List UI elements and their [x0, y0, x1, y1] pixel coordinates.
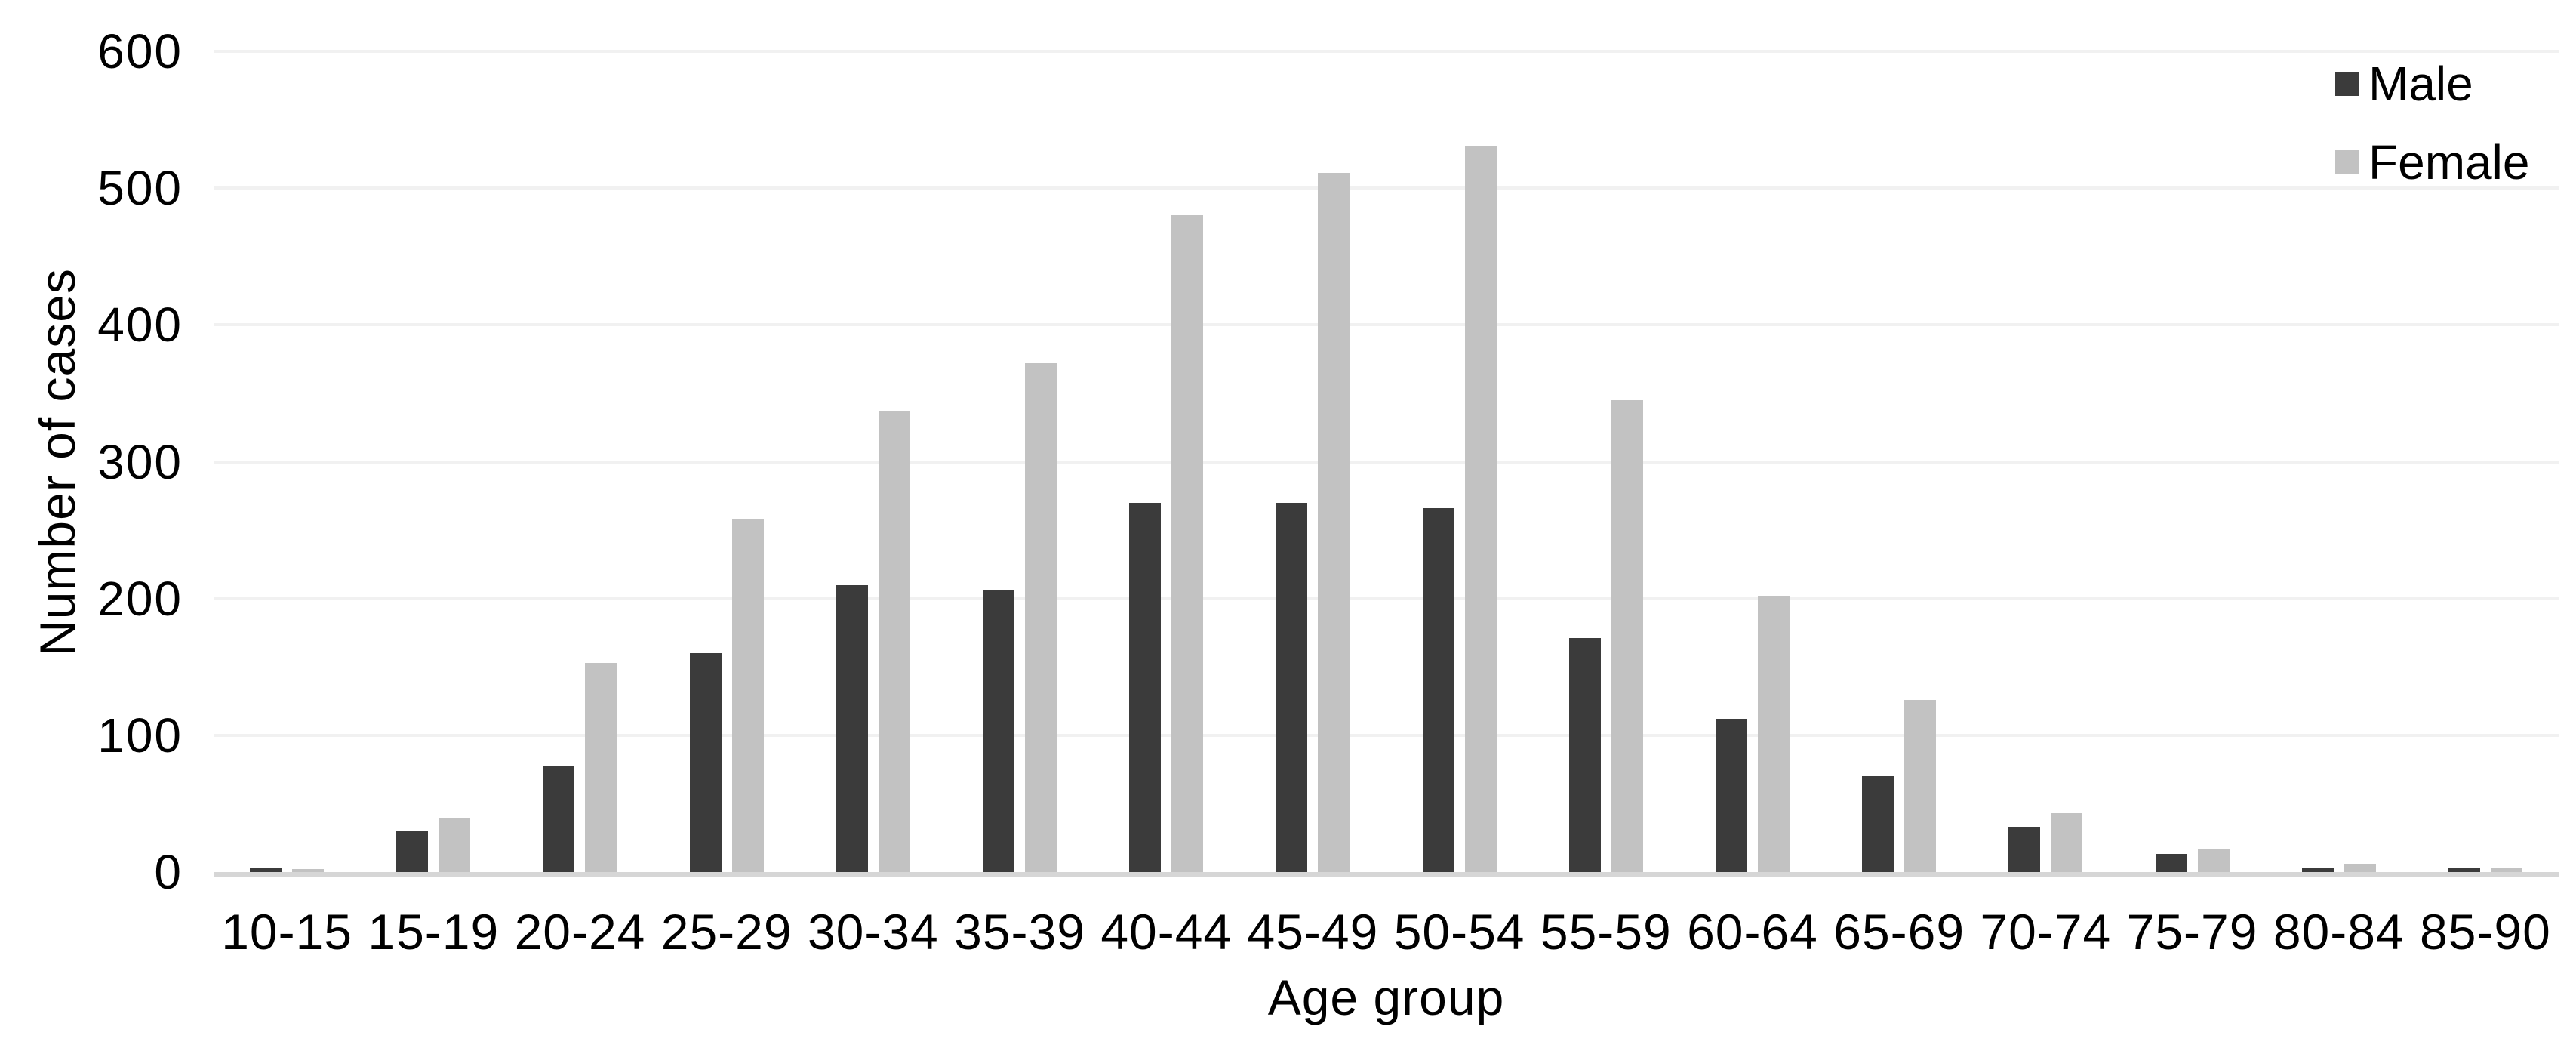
x-tick-label-60-64: 60-64 [1687, 904, 1818, 960]
bar-female-10-15 [292, 869, 325, 872]
x-tick-label-10-15: 10-15 [221, 904, 352, 960]
female-series-swatch-icon [2335, 150, 2359, 174]
x-tick-label-50-54: 50-54 [1393, 904, 1525, 960]
x-tick-label-40-44: 40-44 [1100, 904, 1233, 960]
x-tick-label-70-74: 70-74 [1980, 904, 2112, 960]
bar-male-55-59 [1568, 638, 1601, 872]
x-tick-label-45-49: 45-49 [1247, 904, 1379, 960]
bar-male-15-19 [396, 831, 429, 872]
gridline-600 [214, 50, 2559, 53]
y-tick-label-500: 500 [97, 161, 183, 216]
bar-male-40-44 [1129, 503, 1162, 872]
gridline-200 [214, 596, 2559, 600]
bar-female-70-74 [2051, 813, 2083, 872]
x-axis-title: Age group [1267, 969, 1505, 1025]
bar-male-20-24 [543, 766, 575, 872]
bar-male-70-74 [2008, 827, 2041, 872]
legend: Male Female [2335, 57, 2530, 190]
gridline-500 [214, 186, 2559, 190]
x-tick-label-30-34: 30-34 [807, 904, 939, 960]
y-tick-label-600: 600 [97, 24, 183, 79]
bar-male-45-49 [1276, 503, 1308, 872]
gridline-100 [214, 733, 2559, 737]
bar-male-65-69 [1862, 776, 1894, 872]
gridline-400 [214, 323, 2559, 327]
bar-male-85-90 [2448, 868, 2480, 872]
bar-male-60-64 [1715, 719, 1747, 872]
bar-male-30-34 [836, 585, 868, 872]
y-tick-label-100: 100 [97, 707, 183, 763]
x-tick-label-15-19: 15-19 [368, 904, 500, 960]
bar-male-50-54 [1422, 508, 1454, 872]
bar-female-65-69 [1904, 700, 1937, 872]
x-axis-line [214, 872, 2559, 877]
bar-female-85-90 [2490, 868, 2522, 872]
bar-female-25-29 [731, 519, 764, 872]
x-tick-label-55-59: 55-59 [1540, 904, 1672, 960]
bar-female-50-54 [1464, 146, 1497, 872]
x-tick-label-20-24: 20-24 [514, 904, 646, 960]
bar-male-80-84 [2301, 868, 2334, 872]
x-tick-label-25-29: 25-29 [660, 904, 792, 960]
bar-male-25-29 [689, 653, 722, 872]
x-tick-label-35-39: 35-39 [954, 904, 1085, 960]
legend-item-female: Female [2335, 135, 2530, 190]
bar-female-40-44 [1171, 215, 1204, 872]
legend-item-male: Male [2335, 57, 2529, 111]
male-series-swatch-icon [2335, 72, 2359, 96]
x-tick-label-80-84: 80-84 [2273, 904, 2405, 960]
y-tick-label-400: 400 [97, 297, 183, 353]
legend-label-male: Male [2368, 57, 2473, 111]
bar-male-35-39 [983, 590, 1015, 872]
x-tick-label-85-90: 85-90 [2420, 904, 2551, 960]
x-tick-label-75-79: 75-79 [2126, 904, 2258, 960]
bar-female-75-79 [2197, 849, 2230, 872]
bar-male-10-15 [250, 868, 282, 872]
bar-female-45-49 [1318, 173, 1350, 872]
bar-female-15-19 [439, 818, 471, 872]
bar-female-30-34 [878, 411, 910, 872]
y-tick-label-300: 300 [97, 434, 183, 489]
bar-female-80-84 [2344, 864, 2376, 872]
bar-male-75-79 [2155, 854, 2187, 872]
y-tick-label-200: 200 [97, 571, 183, 626]
bar-female-60-64 [1757, 596, 1790, 872]
bar-female-55-59 [1611, 400, 1643, 872]
gridline-300 [214, 460, 2559, 464]
bar-female-20-24 [585, 663, 617, 872]
legend-label-female: Female [2368, 135, 2530, 190]
y-tick-label-0: 0 [154, 845, 183, 899]
x-tick-label-65-69: 65-69 [1833, 904, 1965, 960]
bar-female-35-39 [1025, 363, 1057, 872]
